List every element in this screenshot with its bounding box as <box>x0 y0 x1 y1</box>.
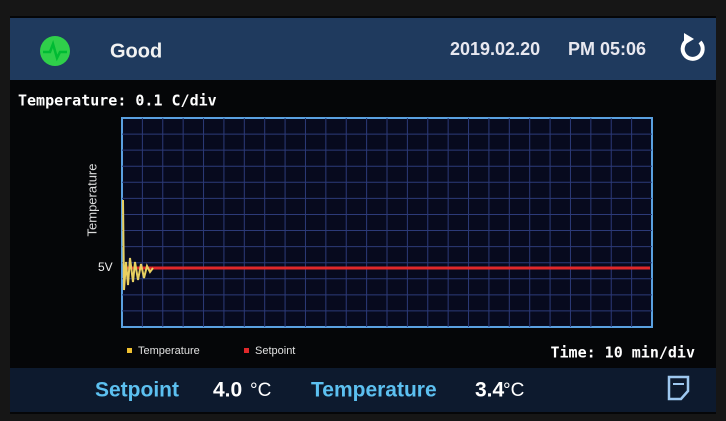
date: 2019.02.20 <box>450 39 540 59</box>
reading-unit: °C <box>503 380 524 401</box>
page: Good 2019.02.20 PM 05:06 Temperature: 0.… <box>0 0 726 421</box>
legend-swatch <box>127 348 132 353</box>
reading-label: Setpoint <box>95 379 179 402</box>
reading-value: 3.4 <box>475 379 505 402</box>
reading-value: 4.0 <box>213 379 242 402</box>
reading-unit: °C <box>250 380 271 401</box>
y-axis-label: Temperature <box>84 164 99 237</box>
time-scale-label: Time: 10 min/div <box>551 344 696 362</box>
legend-entry: Temperature <box>138 345 200 357</box>
level-label: 5V <box>98 260 113 274</box>
legend-swatch <box>244 348 249 353</box>
reading-label: Temperature <box>311 379 437 402</box>
time: PM 05:06 <box>568 39 646 59</box>
status-text: Good <box>110 40 162 62</box>
screen: Good 2019.02.20 PM 05:06 Temperature: 0.… <box>0 0 726 421</box>
legend-entry: Setpoint <box>255 345 295 357</box>
scale-label: Temperature: 0.1 C/div <box>18 92 217 110</box>
